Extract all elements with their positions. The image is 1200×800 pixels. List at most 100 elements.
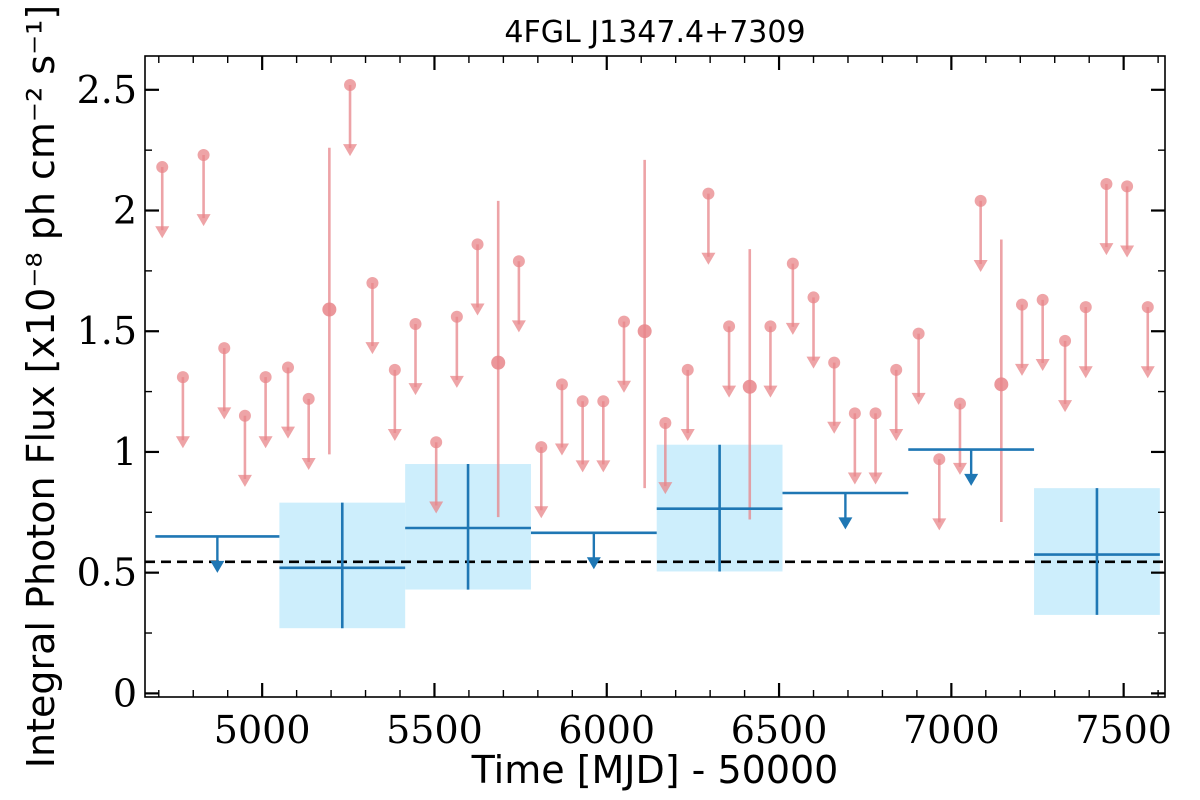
long-bin-detection <box>1034 488 1160 615</box>
upper-limit-point <box>301 392 316 471</box>
detection-point <box>637 159 652 489</box>
y-tick-label: 2 <box>113 189 137 233</box>
upper-limit-point <box>763 320 778 398</box>
upper-limit-point <box>1120 180 1135 258</box>
upper-limit-marker <box>764 320 777 333</box>
y-tick-label: 0 <box>113 671 137 715</box>
upper-limit-marker <box>576 395 589 408</box>
upper-limit-point <box>449 310 464 388</box>
upper-limit-marker <box>555 378 568 391</box>
upper-limit-point <box>1099 177 1114 256</box>
upper-limit-arrowhead <box>1099 243 1114 256</box>
detection-point <box>491 200 506 518</box>
y-tick-label: 0.5 <box>77 551 137 595</box>
upper-limit-point <box>847 407 862 485</box>
upper-limit-point <box>785 257 800 335</box>
detection-point <box>994 239 1009 522</box>
upper-limit-point <box>680 363 695 442</box>
upper-limit-arrowhead <box>932 518 947 531</box>
upper-limit-point <box>658 416 673 495</box>
upper-limit-marker <box>1141 301 1154 314</box>
long-bin-upper-limit <box>782 491 909 530</box>
long-bin-arrowhead <box>210 560 225 573</box>
upper-limit-marker <box>807 291 820 304</box>
upper-limit-marker <box>617 315 630 328</box>
upper-limit-marker <box>388 363 401 376</box>
detection-point <box>742 249 757 520</box>
upper-limit-marker <box>1100 177 1113 190</box>
upper-limit-arrowhead <box>258 436 273 449</box>
upper-limit-point <box>806 291 821 369</box>
upper-limit-point <box>1140 301 1155 379</box>
chart-title: 4FGL J1347.4+7309 <box>504 15 805 50</box>
upper-limit-marker <box>1121 180 1134 193</box>
upper-limit-marker <box>723 320 736 333</box>
upper-limit-marker <box>953 397 966 410</box>
long-bin-arrowhead <box>586 557 601 570</box>
x-axis-label: Time [MJD] - 50000 <box>471 748 839 792</box>
upper-limit-point <box>258 371 273 449</box>
upper-limit-point <box>1014 298 1029 376</box>
detection-marker <box>322 302 337 317</box>
upper-limit-arrowhead <box>763 385 778 398</box>
upper-limit-arrowhead <box>387 429 402 442</box>
upper-limit-arrowhead <box>1035 359 1050 372</box>
upper-limit-marker <box>869 407 882 420</box>
upper-limit-marker <box>238 409 251 422</box>
upper-limit-point <box>1078 301 1093 379</box>
long-bin-markers <box>155 444 1160 629</box>
upper-limit-marker <box>597 395 610 408</box>
upper-limit-point <box>281 361 296 439</box>
upper-limit-arrowhead <box>301 458 316 471</box>
upper-limit-marker <box>828 356 841 369</box>
upper-limit-point <box>1035 293 1050 372</box>
upper-limit-arrowhead <box>868 472 883 485</box>
upper-limit-marker <box>912 327 925 340</box>
upper-limit-point <box>470 238 485 316</box>
detection-point <box>322 147 337 455</box>
axis-ticks: 5000 5500 6000 6500 7000 7500 0 0.5 1 1.5 2 2.5 <box>77 56 1172 752</box>
upper-limit-arrowhead <box>281 426 296 439</box>
upper-limit-arrowhead <box>1078 366 1093 379</box>
upper-limit-arrowhead <box>1120 245 1135 258</box>
upper-limit-marker <box>282 361 295 374</box>
upper-limit-marker <box>409 317 422 330</box>
upper-limit-marker <box>659 416 672 429</box>
upper-limit-marker <box>1036 293 1049 306</box>
upper-limit-arrowhead <box>196 214 211 227</box>
short-bin-points <box>155 78 1155 531</box>
plot-frame <box>144 55 1166 698</box>
upper-limit-point <box>217 342 232 420</box>
upper-limit-marker <box>366 276 379 289</box>
upper-limit-arrowhead <box>596 460 611 473</box>
upper-limit-point <box>554 378 569 456</box>
upper-limit-arrowhead <box>847 472 862 485</box>
upper-limit-arrowhead <box>658 482 673 495</box>
upper-limit-point <box>196 148 211 227</box>
long-bin-detection <box>656 444 783 572</box>
upper-limit-arrowhead <box>722 385 737 398</box>
upper-limit-marker <box>974 194 987 207</box>
upper-limit-arrowhead <box>911 392 926 405</box>
detection-marker <box>994 377 1009 392</box>
upper-limit-point <box>408 317 423 396</box>
upper-limit-arrowhead <box>155 226 170 239</box>
upper-limit-point <box>932 453 947 531</box>
upper-limit-marker <box>1079 301 1092 314</box>
upper-limit-arrowhead <box>616 380 631 393</box>
upper-limit-point <box>1058 334 1073 413</box>
upper-limit-marker <box>259 371 272 384</box>
upper-limit-arrowhead <box>701 252 716 265</box>
upper-limit-point <box>616 315 631 393</box>
long-bin-detection <box>405 464 531 590</box>
upper-limit-marker <box>512 255 525 268</box>
x-tick-label: 6000 <box>558 708 655 752</box>
upper-limit-arrowhead <box>827 421 842 434</box>
upper-limit-arrowhead <box>806 356 821 369</box>
upper-limit-point <box>534 441 549 519</box>
upper-limit-marker <box>1015 298 1028 311</box>
upper-limit-point <box>175 371 190 449</box>
upper-limit-point <box>827 356 842 434</box>
upper-limit-point <box>889 363 904 442</box>
